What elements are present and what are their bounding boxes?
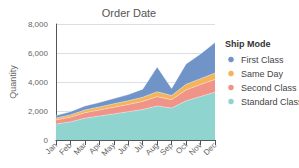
svg-text:Nov: Nov <box>187 141 203 157</box>
svg-text:Aug: Aug <box>144 141 160 157</box>
svg-text:Ship Mode: Ship Mode <box>225 39 271 49</box>
svg-text:Sep: Sep <box>158 140 175 157</box>
svg-text:Mar: Mar <box>72 141 88 157</box>
svg-text:First Class: First Class <box>241 55 284 65</box>
svg-text:Feb: Feb <box>57 140 73 156</box>
svg-text:Standard Class: Standard Class <box>241 97 299 107</box>
svg-text:Jun: Jun <box>116 141 131 156</box>
svg-text:Oct: Oct <box>174 140 190 156</box>
svg-text:Apr: Apr <box>87 141 102 156</box>
svg-text:Same Day: Same Day <box>241 69 284 79</box>
svg-text:Dec: Dec <box>202 141 218 157</box>
svg-text:Second Class: Second Class <box>241 83 297 93</box>
svg-text:2,000: 2,000 <box>28 107 49 116</box>
svg-text:4,000: 4,000 <box>28 78 49 87</box>
svg-text:8,000: 8,000 <box>28 20 49 29</box>
svg-text:Jan: Jan <box>44 141 59 156</box>
svg-text:Quantity: Quantity <box>8 65 18 99</box>
svg-text:6,000: 6,000 <box>28 49 49 58</box>
svg-text:0: 0 <box>43 136 48 145</box>
svg-text:May: May <box>100 141 117 158</box>
svg-text:Jul: Jul <box>132 141 146 155</box>
svg-text:Order Date: Order Date <box>102 7 156 19</box>
